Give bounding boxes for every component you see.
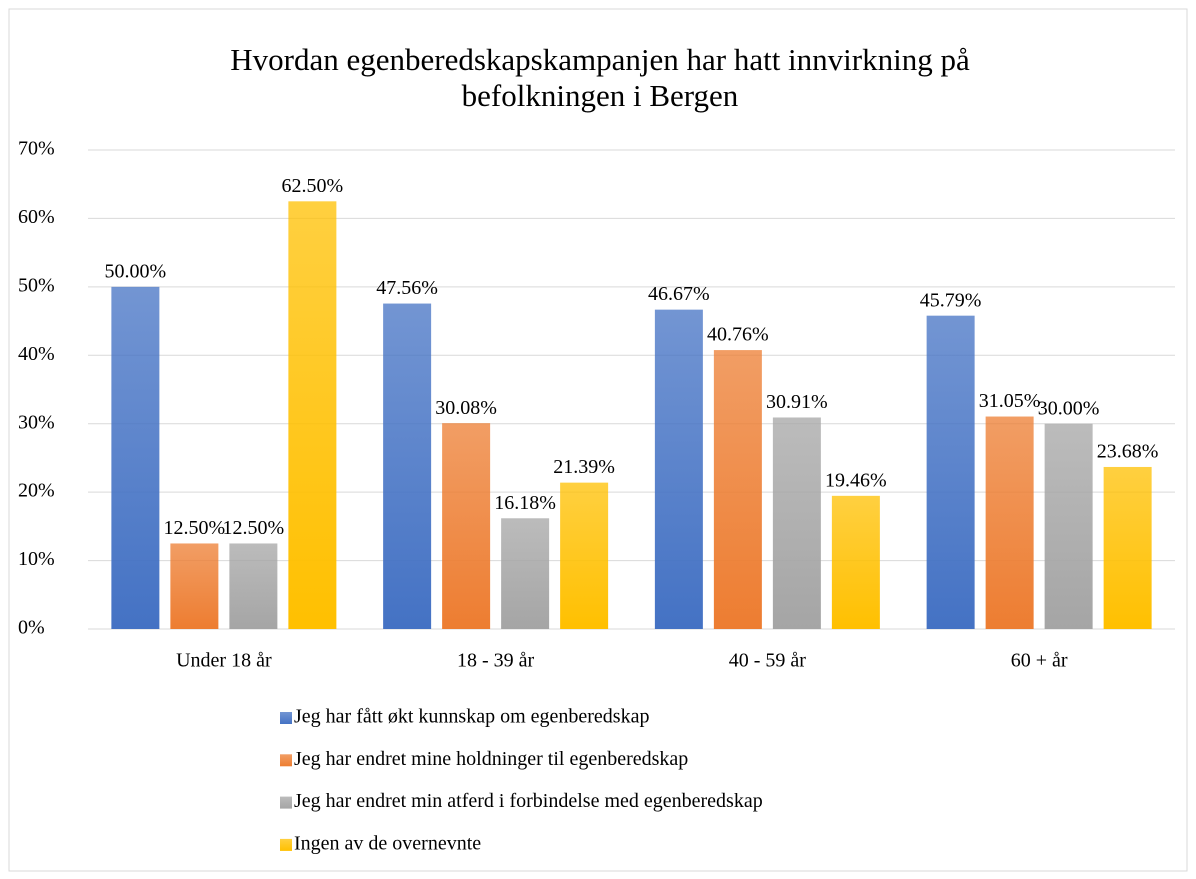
bar [170, 543, 219, 629]
y-tick-label: 60% [18, 206, 55, 228]
data-label: 16.18% [494, 492, 556, 514]
bar [229, 543, 278, 629]
data-label: 47.56% [376, 277, 438, 299]
legend-label: Jeg har fått økt kunnskap om egenberedsk… [294, 706, 649, 728]
y-tick-label: 50% [18, 274, 55, 296]
legend-label: Jeg har endret mine holdninger til egenb… [294, 748, 688, 770]
data-label: 12.50% [223, 517, 285, 539]
bar [442, 423, 491, 629]
y-tick-label: 20% [18, 480, 55, 502]
x-tick-label: Under 18 år [176, 650, 272, 672]
bar [111, 286, 160, 629]
data-label: 31.05% [979, 390, 1041, 412]
data-label: 23.68% [1097, 441, 1159, 463]
bar [831, 495, 880, 629]
chart-title: Hvordan egenberedskapskampanjen har hatt… [230, 42, 970, 113]
legend-label: Ingen av de overnevnte [294, 832, 481, 854]
data-label: 21.39% [553, 456, 615, 478]
data-label: 30.08% [435, 397, 497, 419]
data-label: 30.91% [766, 391, 828, 413]
legend-swatch [280, 754, 292, 767]
data-label: 45.79% [920, 289, 982, 311]
y-tick-label: 30% [18, 411, 55, 433]
bar [560, 482, 609, 629]
bar [926, 315, 975, 629]
bar [1103, 466, 1152, 629]
bar [772, 417, 821, 629]
x-tick-label: 18 - 39 år [457, 650, 535, 672]
data-label: 62.50% [282, 175, 344, 197]
bar [1044, 423, 1093, 629]
bar [383, 303, 432, 629]
bar [654, 309, 703, 629]
data-label: 12.50% [164, 517, 226, 539]
bar [985, 416, 1034, 629]
x-tick-label: 60 + år [1011, 650, 1068, 672]
y-tick-label: 70% [18, 138, 55, 160]
data-label: 19.46% [825, 469, 887, 491]
x-tick-label: 40 - 59 år [729, 650, 807, 672]
legend-swatch [280, 838, 292, 851]
legend-swatch [280, 712, 292, 724]
bar [713, 350, 762, 629]
y-tick-label: 40% [18, 343, 55, 365]
y-tick-label: 10% [18, 548, 55, 570]
y-tick-label: 0% [18, 617, 45, 639]
data-label: 40.76% [707, 324, 769, 346]
bar [288, 201, 337, 630]
legend-label: Jeg har endret min atferd i forbindelse … [294, 790, 763, 812]
data-label: 46.67% [648, 283, 710, 305]
bar [501, 518, 550, 629]
data-label: 30.00% [1038, 397, 1100, 419]
data-label: 50.00% [105, 260, 167, 282]
legend-swatch [280, 796, 292, 809]
